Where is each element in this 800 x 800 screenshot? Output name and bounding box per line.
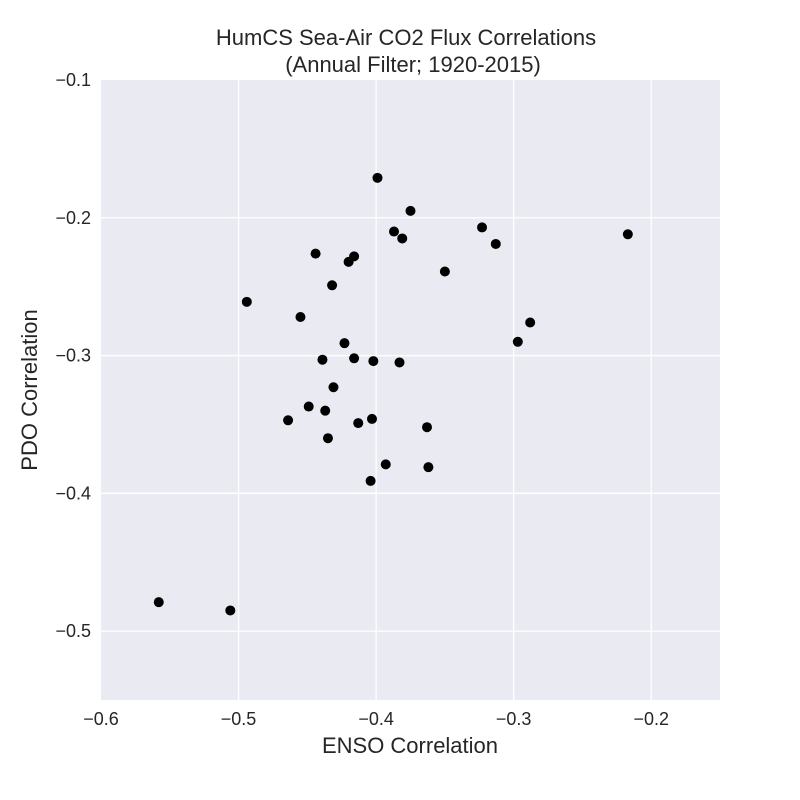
x-tick-label: −0.6 <box>83 709 119 729</box>
y-tick-labels: −0.1 −0.2 −0.3 −0.4 −0.5 <box>55 70 91 641</box>
scatter-point <box>512 336 523 347</box>
scatter-point <box>439 266 450 277</box>
scatter-point <box>317 354 328 365</box>
scatter-point <box>372 172 383 183</box>
scatter-point <box>423 462 434 473</box>
scatter-point <box>422 422 433 433</box>
y-tick-label: −0.4 <box>55 483 91 503</box>
scatter-point <box>394 357 405 368</box>
scatter-point <box>525 317 536 328</box>
scatter-point <box>327 280 338 291</box>
grid-lines <box>101 80 720 700</box>
scatter-point <box>339 338 350 349</box>
scatter-point <box>153 597 164 608</box>
chart-subtitle: (Annual Filter; 1920-2015) <box>285 52 541 77</box>
y-tick-label: −0.2 <box>55 208 91 228</box>
scatter-point <box>388 226 399 237</box>
scatter-point <box>295 311 306 322</box>
scatter-point <box>353 418 364 429</box>
y-axis-label: PDO Correlation <box>17 309 42 470</box>
scatter-point <box>490 238 501 249</box>
scatter-point <box>365 475 376 486</box>
scatter-point <box>366 413 377 424</box>
chart-title: HumCS Sea-Air CO2 Flux Correlations <box>216 25 596 50</box>
x-tick-label: −0.4 <box>358 709 394 729</box>
scatter-point <box>380 459 391 470</box>
x-tick-label: −0.2 <box>633 709 669 729</box>
scatter-point <box>343 256 354 267</box>
scatter-point <box>310 248 321 259</box>
y-tick-label: −0.1 <box>55 70 91 90</box>
scatter-point <box>477 222 488 233</box>
scatter-point <box>225 605 236 616</box>
scatter-point <box>397 233 408 244</box>
plot-area <box>101 80 720 700</box>
y-tick-label: −0.5 <box>55 621 91 641</box>
scatter-point <box>320 405 331 416</box>
scatter-point <box>368 356 379 367</box>
scatter-point <box>622 229 633 240</box>
x-tick-label: −0.5 <box>221 709 257 729</box>
x-tick-label: −0.3 <box>496 709 532 729</box>
scatter-point <box>349 353 360 364</box>
scatter-point <box>283 415 294 426</box>
scatter-point <box>303 401 314 412</box>
data-points <box>153 172 633 616</box>
scatter-point <box>241 296 252 307</box>
x-tick-labels: −0.6 −0.5 −0.4 −0.3 −0.2 <box>83 709 669 729</box>
scatter-point <box>405 205 416 216</box>
scatter-point <box>328 382 339 393</box>
scatter-point <box>322 433 333 444</box>
x-axis-label: ENSO Correlation <box>322 733 498 758</box>
y-tick-label: −0.3 <box>55 346 91 366</box>
